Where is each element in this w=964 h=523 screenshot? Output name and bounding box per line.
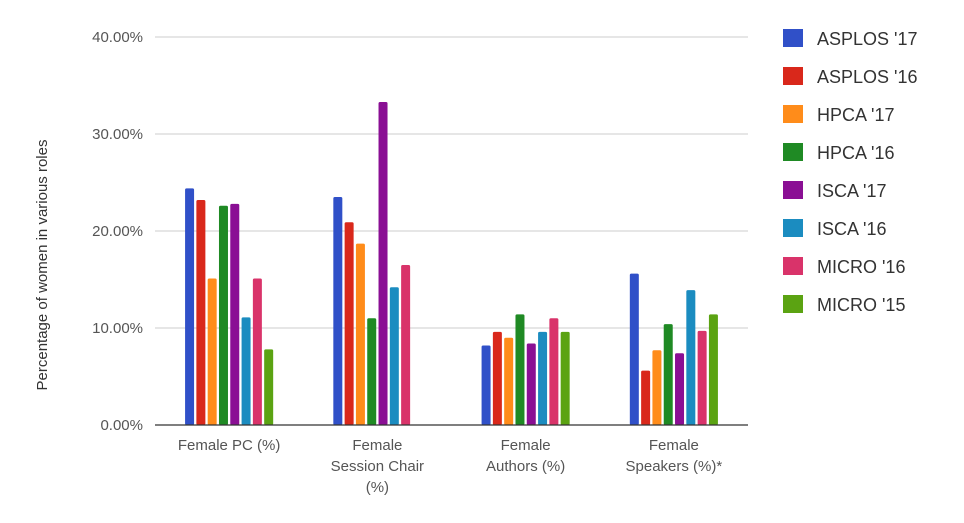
legend-swatch <box>783 67 803 85</box>
bar <box>344 222 354 425</box>
y-axis-ticks: 0.00% 10.00% 20.00% 30.00% 40.00% <box>92 29 143 434</box>
bar <box>686 290 696 425</box>
x-axis-labels: Female PC (%) Female Session Chair (%) Femal… <box>178 437 723 496</box>
legend-label: ISCA '17 <box>817 181 886 201</box>
x-tick-label: Female PC (%) <box>178 437 281 454</box>
legend: ASPLOS '17 ASPLOS '16 HPCA '17 HPCA '16 ISCA… <box>783 29 918 315</box>
bar <box>526 343 536 425</box>
bars <box>185 101 718 426</box>
x-tick-label: Female Authors (%) <box>486 437 565 475</box>
bar <box>697 330 707 425</box>
bar <box>629 273 639 425</box>
y-tick-label: 40.00% <box>92 29 143 46</box>
bar <box>355 243 365 425</box>
bar <box>218 205 228 425</box>
bar <box>708 314 718 425</box>
bar <box>663 324 673 425</box>
bar <box>367 318 377 425</box>
legend-swatch <box>783 181 803 199</box>
legend-label: HPCA '16 <box>817 143 894 163</box>
bar <box>252 278 262 425</box>
bar <box>230 203 240 425</box>
bar <box>675 353 685 425</box>
bar <box>378 101 388 426</box>
bar <box>492 331 502 425</box>
bar <box>185 188 195 425</box>
bar <box>652 350 662 425</box>
legend-swatch <box>783 29 803 47</box>
bar <box>389 287 399 425</box>
x-tick-label: Female Session Chair (%) <box>331 437 424 496</box>
x-tick-label: Female Speakers (%)* <box>626 437 723 475</box>
y-axis-label: Percentage of women in various roles <box>34 140 51 391</box>
legend-swatch <box>783 105 803 123</box>
legend-swatch <box>783 143 803 161</box>
legend-label: HPCA '17 <box>817 105 894 125</box>
legend-label: ISCA '16 <box>817 219 886 239</box>
legend-swatch <box>783 257 803 275</box>
legend-swatch <box>783 295 803 313</box>
bar <box>333 197 343 425</box>
bar <box>196 199 206 425</box>
y-tick-label: 10.00% <box>92 320 143 337</box>
legend-label: ASPLOS '16 <box>817 67 918 87</box>
legend-label: MICRO '16 <box>817 257 905 277</box>
bar <box>401 264 411 425</box>
legend-label: MICRO '15 <box>817 295 905 315</box>
bar <box>549 318 559 425</box>
bar <box>207 278 217 425</box>
legend-swatch <box>783 219 803 237</box>
bar <box>241 317 251 425</box>
bar <box>538 331 548 425</box>
bar <box>504 337 514 425</box>
bar <box>641 370 651 425</box>
bar <box>515 314 525 425</box>
legend-label: ASPLOS '17 <box>817 29 918 49</box>
bar <box>560 331 570 425</box>
gridlines <box>155 36 748 329</box>
y-tick-label: 20.00% <box>92 223 143 240</box>
bar <box>481 345 491 425</box>
y-tick-label: 0.00% <box>100 417 143 434</box>
y-tick-label: 30.00% <box>92 126 143 143</box>
bar <box>264 349 274 425</box>
